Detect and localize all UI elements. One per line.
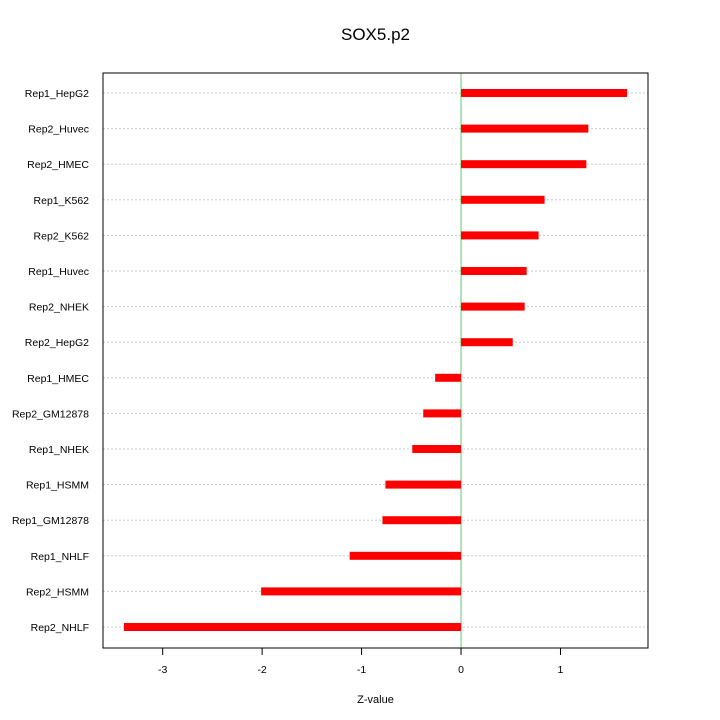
- bar: [123, 623, 462, 631]
- category-label: Rep1_HepG2: [25, 88, 89, 100]
- chart-title: SOX5.p2: [341, 25, 410, 44]
- bar: [461, 302, 525, 311]
- bar: [461, 160, 587, 169]
- x-tick-label: -3: [158, 664, 167, 676]
- category-label: Rep1_Huvec: [28, 266, 89, 278]
- bar: [423, 409, 462, 418]
- category-label: Rep2_NHLF: [31, 622, 89, 634]
- category-label: Rep1_NHLF: [31, 551, 89, 563]
- bars: [123, 89, 628, 631]
- bar: [461, 338, 513, 347]
- bar: [461, 124, 589, 133]
- x-axis-title: Z-value: [357, 694, 394, 706]
- bar: [412, 445, 462, 453]
- bar: [349, 551, 462, 560]
- category-label: Rep2_HepG2: [25, 337, 89, 349]
- category-label: Rep2_HSMM: [26, 586, 89, 598]
- x-tick-label: 1: [558, 664, 564, 676]
- category-label: Rep1_HSMM: [26, 480, 89, 492]
- category-label: Rep2_NHEK: [29, 302, 89, 314]
- bar: [461, 267, 527, 275]
- category-label: Rep2_GM12878: [12, 408, 89, 420]
- category-label: Rep1_K562: [34, 195, 90, 207]
- plot-frame: [102, 72, 649, 649]
- x-tick-label: -2: [257, 664, 266, 676]
- x-tick-label: -1: [357, 664, 366, 676]
- x-axis: -3 -2 -1 0 1: [158, 647, 564, 676]
- x-tick-label: 0: [458, 664, 464, 676]
- category-labels: Rep1_HepG2 Rep2_Huvec Rep2_HMEC Rep1_K562 Re…: [12, 88, 89, 634]
- category-label: Rep1_NHEK: [29, 444, 89, 456]
- grid-lines: [103, 92, 648, 628]
- bar: [382, 516, 462, 525]
- category-label: Rep2_HMEC: [27, 159, 89, 171]
- bar: [461, 89, 628, 97]
- bar: [435, 373, 462, 382]
- category-label: Rep1_GM12878: [12, 515, 89, 527]
- bar: [461, 231, 539, 240]
- category-label: Rep2_Huvec: [28, 124, 89, 136]
- bar: [461, 195, 545, 204]
- category-label: Rep1_HMEC: [27, 373, 89, 385]
- bar: [385, 480, 462, 489]
- bar: [261, 587, 462, 596]
- category-label: Rep2_K562: [34, 230, 90, 242]
